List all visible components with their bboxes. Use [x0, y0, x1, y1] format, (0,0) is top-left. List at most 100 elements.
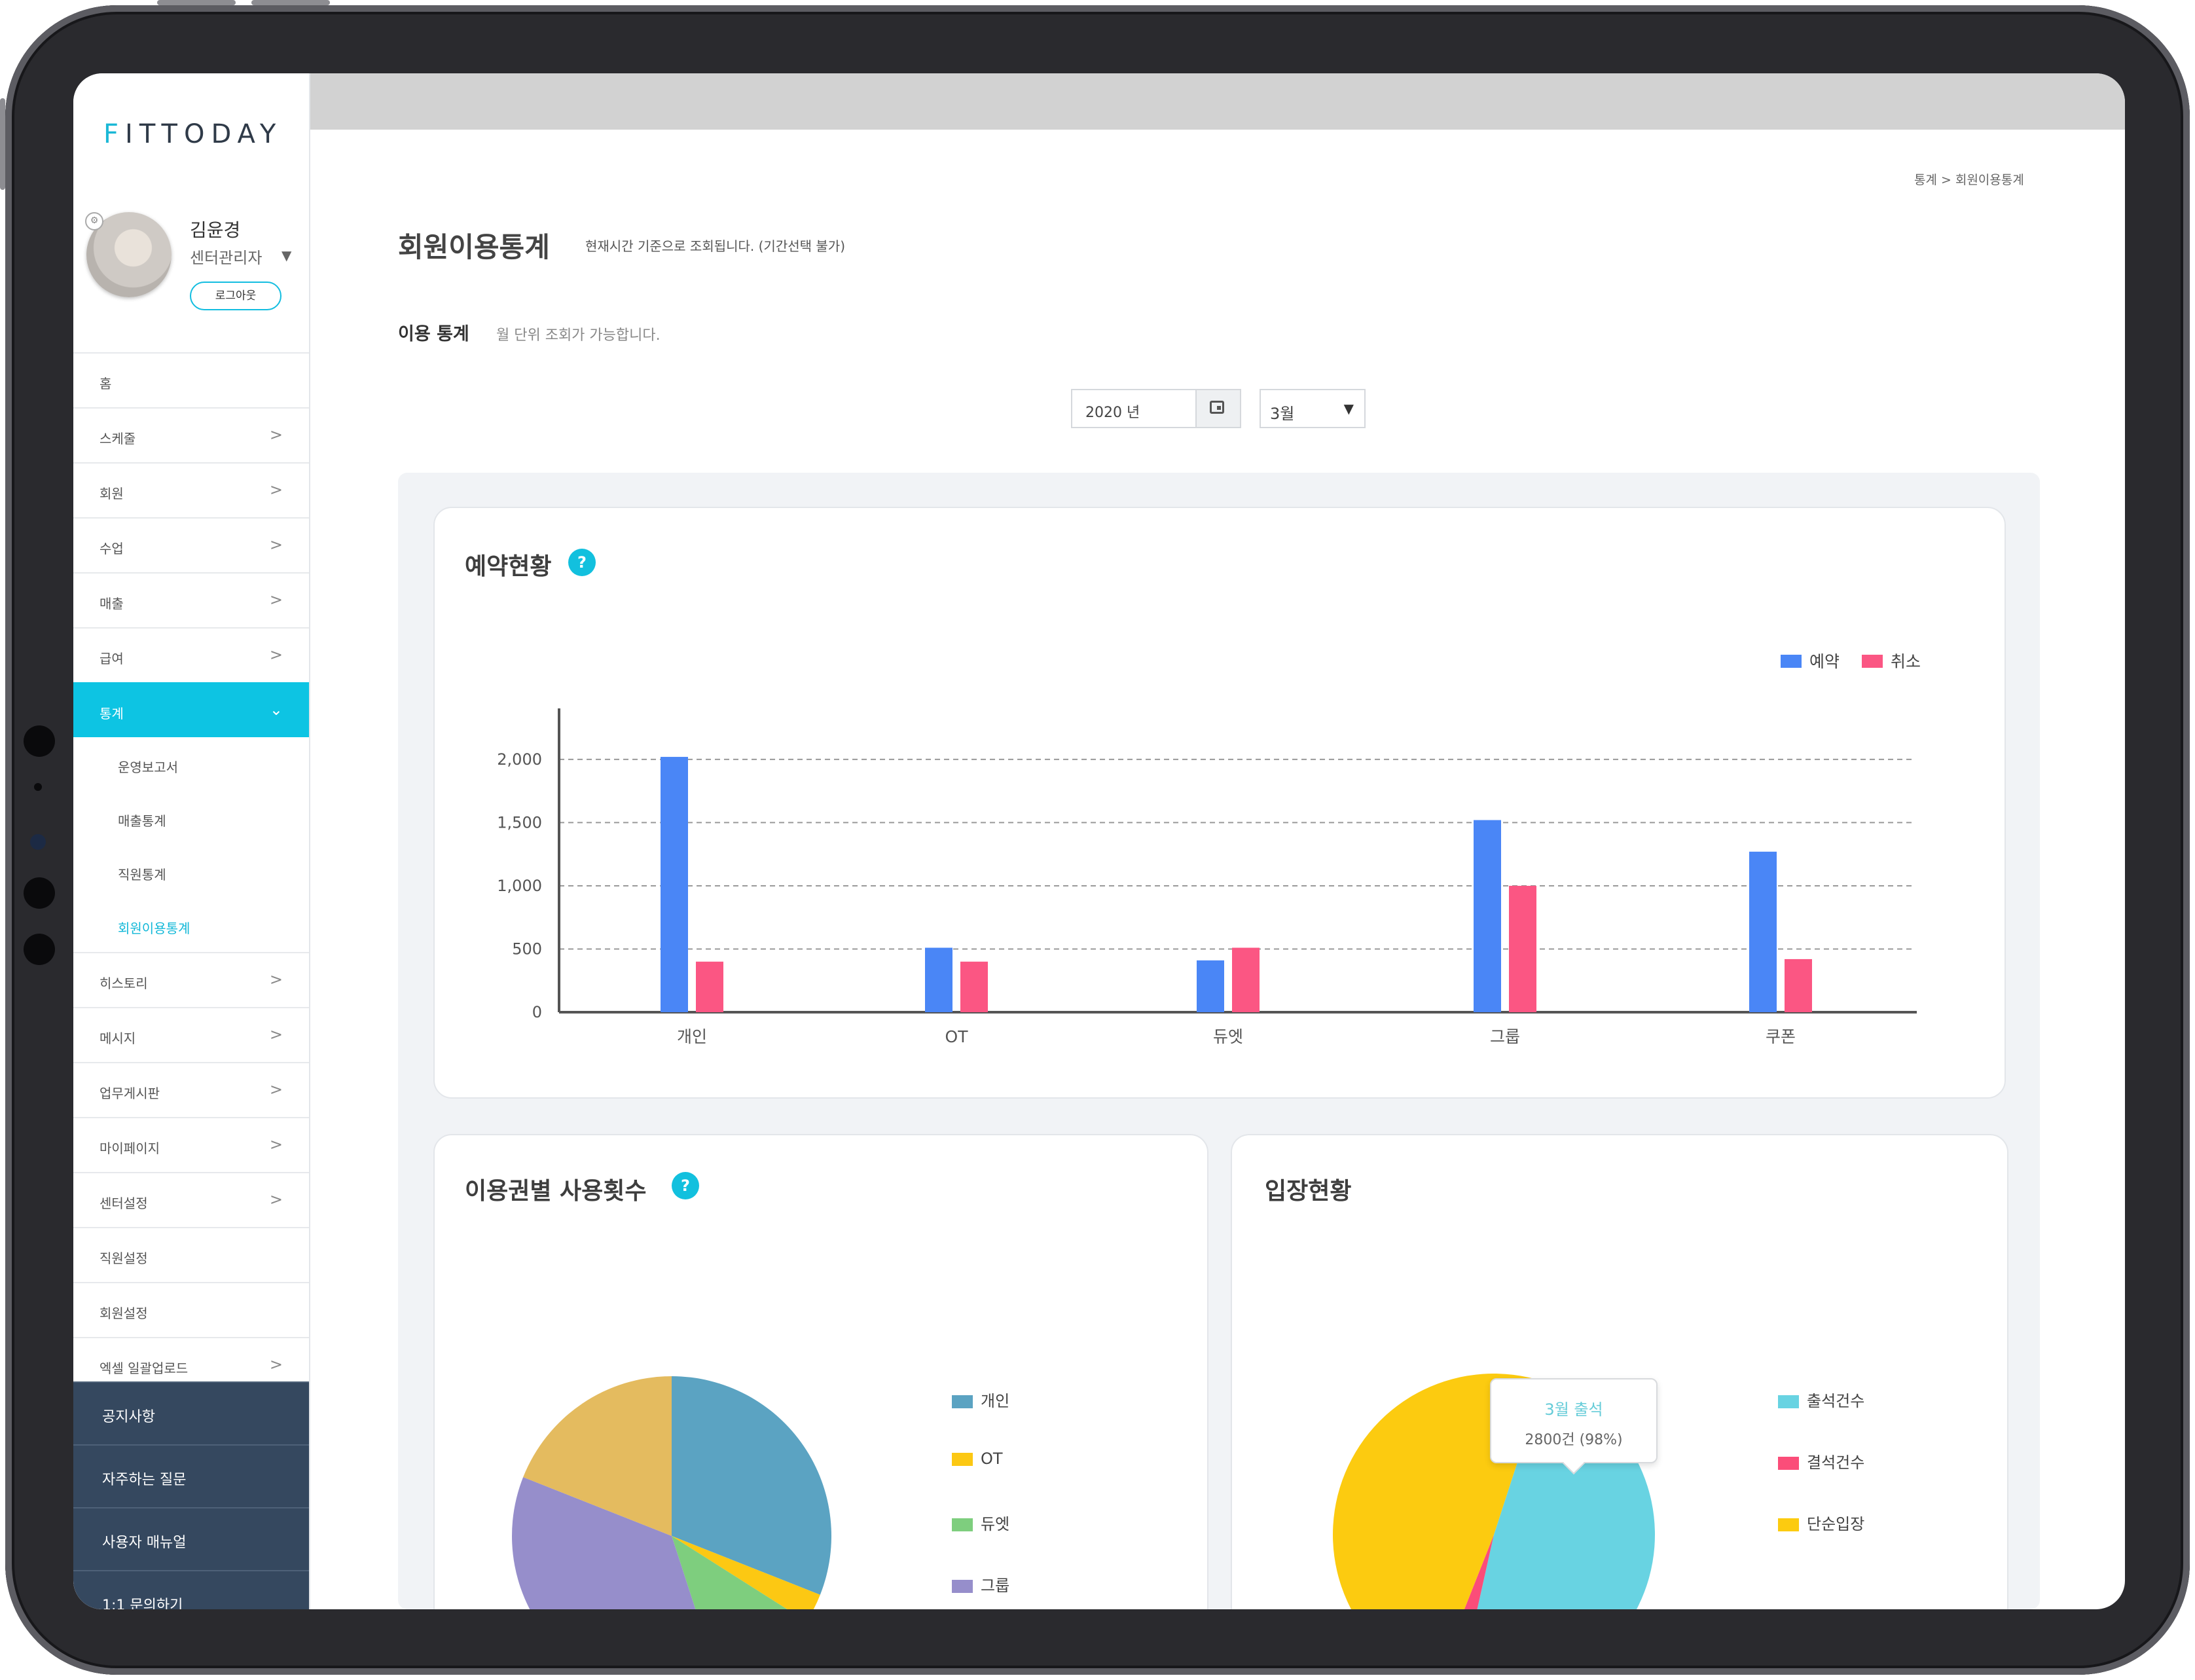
sidebar-item-label: 직원설정	[100, 1251, 148, 1266]
sidebar-item[interactable]: 급여 >	[73, 627, 309, 682]
x-tick-label: 개인	[677, 1027, 707, 1046]
legend-item: 듀엣	[952, 1511, 1009, 1534]
sidebar-subitem-label: 회원이용통계	[118, 921, 190, 936]
sidebar-item[interactable]: 스케줄 >	[73, 407, 309, 462]
chart-tooltip: 3월 출석 2800건 (98%)	[1490, 1378, 1658, 1463]
y-tick-label: 2,000	[497, 750, 542, 769]
sidebar: FITTODAY ⚙ 김윤경 센터관리자 ▼ 로그아웃 홈 스케줄 > 회원 > 수업 > 매…	[73, 73, 310, 1609]
page-subtitle: 현재시간 기준으로 조회됩니다. (기간선택 불가)	[585, 238, 845, 254]
sidebar-item-label: 통계	[100, 706, 124, 721]
chevron-right-icon: >	[269, 646, 283, 664]
chevron-right-icon: >	[269, 1080, 283, 1099]
bar-reserve[interactable]	[661, 757, 688, 1012]
camera-dot-4	[24, 934, 55, 965]
bar-cancel[interactable]	[1232, 947, 1260, 1012]
sidebar-subitem[interactable]: 직원통계	[73, 845, 309, 898]
sidebar-subitem-label: 매출통계	[118, 813, 166, 829]
sidebar-item[interactable]: 메시지 >	[73, 1007, 309, 1062]
sidebar-item[interactable]: 업무게시판 >	[73, 1062, 309, 1117]
pie-slice[interactable]	[512, 1477, 721, 1609]
legend-label: 예약	[1809, 652, 1840, 671]
x-tick-label: 듀엣	[1213, 1027, 1243, 1046]
top-bar	[310, 73, 2125, 130]
bar-reserve[interactable]	[1197, 960, 1224, 1012]
legend-label: 취소	[1891, 652, 1921, 671]
usage-title: 이용권별 사용횟수	[465, 1178, 647, 1205]
sidebar-item[interactable]: 회원 >	[73, 462, 309, 517]
sidebar-bottom-item[interactable]: 공지사항	[73, 1381, 309, 1444]
fittoday-logo[interactable]: FITTODAY	[103, 119, 283, 149]
user-name: 김윤경	[190, 219, 241, 241]
entry-pie-chart	[1333, 1374, 1656, 1609]
help-icon[interactable]: ?	[568, 549, 596, 576]
sidebar-item[interactable]: 직원설정	[73, 1227, 309, 1282]
legend-label: 결석건수	[1807, 1453, 1865, 1472]
calendar-icon	[1210, 401, 1224, 414]
sidebar-item[interactable]: 엑셀 일괄업로드 >	[73, 1337, 309, 1392]
sidebar-bottom-item[interactable]: 1:1 문의하기	[73, 1570, 309, 1609]
sidebar-item[interactable]: 센터설정 >	[73, 1172, 309, 1227]
sidebar-item-label: 급여	[100, 651, 124, 667]
legend-swatch	[952, 1580, 973, 1593]
pie-slice[interactable]	[672, 1536, 820, 1609]
bar-cancel[interactable]	[1509, 885, 1536, 1012]
legend-label: 개인	[981, 1392, 1010, 1410]
chevron-right-icon: >	[269, 591, 283, 609]
chevron-right-icon: >	[269, 1025, 283, 1044]
legend-swatch	[952, 1395, 973, 1408]
camera-dot-1	[24, 725, 55, 757]
bar-reserve[interactable]	[925, 947, 952, 1012]
legend-label: 듀엣	[981, 1515, 1010, 1533]
sidebar-item[interactable]: 히스토리 >	[73, 952, 309, 1007]
help-icon[interactable]: ?	[672, 1172, 699, 1199]
sidebar-bottom-item[interactable]: 사용자 매뉴얼	[73, 1507, 309, 1570]
bar-reserve[interactable]	[1749, 851, 1777, 1012]
legend-swatch	[952, 1518, 973, 1531]
sidebar-item-label: 엑셀 일괄업로드	[100, 1360, 189, 1376]
sidebar-item[interactable]: 마이페이지 >	[73, 1117, 309, 1172]
legend-item: 그룹	[952, 1573, 1009, 1596]
legend-swatch	[1778, 1457, 1799, 1470]
reservation-card: 예약현황 ? 0 500 1,000 1,500 2,000 개인 OT 듀엣 그룹 쿠폰 예약 취소	[433, 507, 2006, 1099]
pie-slice[interactable]	[1434, 1535, 1494, 1609]
x-tick-label: OT	[945, 1027, 969, 1046]
legend-item: OT	[952, 1450, 1003, 1468]
pie-slice[interactable]	[672, 1376, 831, 1595]
sidebar-subitem[interactable]: 회원이용통계	[73, 898, 309, 952]
chevron-right-icon: >	[269, 536, 283, 554]
sidebar-item[interactable]: 회원설정	[73, 1282, 309, 1337]
sidebar-subitem[interactable]: 운영보고서	[73, 737, 309, 791]
chevron-down-icon: ⌄	[269, 701, 283, 719]
sidebar-subitem-label: 운영보고서	[118, 759, 178, 775]
pie-slice[interactable]	[523, 1376, 672, 1536]
month-select[interactable]: 3월 ▼	[1260, 389, 1366, 428]
chevron-right-icon: >	[269, 1135, 283, 1154]
sidebar-item[interactable]: 매출 >	[73, 572, 309, 627]
bar-cancel[interactable]	[696, 961, 723, 1012]
bar-cancel[interactable]	[1785, 959, 1812, 1012]
sidebar-bottom-item-label: 사용자 매뉴얼	[102, 1535, 187, 1551]
chevron-right-icon: >	[269, 1190, 283, 1209]
entry-title: 입장현황	[1265, 1178, 1352, 1205]
logout-button[interactable]: 로그아웃	[190, 282, 281, 310]
sidebar-item[interactable]: 홈	[73, 352, 309, 407]
sidebar-item[interactable]: 수업 >	[73, 517, 309, 572]
sidebar-bottom-item[interactable]: 자주하는 질문	[73, 1444, 309, 1507]
legend-item: 개인	[952, 1388, 1009, 1411]
year-picker[interactable]: 2020 년	[1071, 389, 1241, 428]
settings-icon[interactable]: ⚙	[85, 212, 103, 230]
sidebar-subitem[interactable]: 매출통계	[73, 791, 309, 845]
reservation-title: 예약현황	[465, 553, 552, 580]
bar-cancel[interactable]	[960, 961, 988, 1012]
caret-down-icon[interactable]: ▼	[281, 247, 292, 263]
sidebar-item[interactable]: 통계 ⌄	[73, 682, 309, 737]
bar-reserve[interactable]	[1474, 820, 1501, 1012]
pie-slice[interactable]	[672, 1536, 807, 1609]
legend-label: 출석건수	[1807, 1392, 1865, 1410]
calendar-button[interactable]	[1195, 390, 1240, 427]
sidebar-item-label: 회원	[100, 486, 124, 502]
camera-lens	[30, 834, 46, 850]
chevron-right-icon: >	[269, 1355, 283, 1374]
tooltip-title: 3월 출석	[1544, 1400, 1603, 1419]
